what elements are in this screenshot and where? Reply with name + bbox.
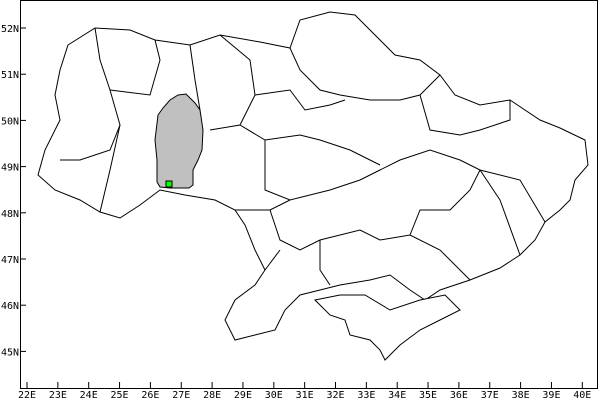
y-tick-label: 47N xyxy=(1,255,19,266)
x-tick-label: 34E xyxy=(388,390,406,400)
x-tick-label: 38E xyxy=(512,390,530,400)
x-tick-label: 28E xyxy=(203,390,221,400)
y-tick-label: 45N xyxy=(1,347,19,358)
y-tick-label: 51N xyxy=(1,70,19,81)
x-tick-label: 37E xyxy=(481,390,499,400)
y-tick-label: 52N xyxy=(1,24,19,35)
y-tick-label: 50N xyxy=(1,116,19,127)
x-tick-label: 23E xyxy=(49,390,67,400)
y-tick-label: 49N xyxy=(1,163,19,174)
x-tick-label: 25E xyxy=(111,390,129,400)
x-tick-label: 36E xyxy=(450,390,468,400)
x-axis: 22E 23E 24E 25E 26E 27E 28E 29E 30E 31E 32E 33E 34E 3… xyxy=(18,382,591,400)
x-tick-label: 27E xyxy=(172,390,190,400)
y-tick-label: 46N xyxy=(1,301,19,312)
y-tick-label: 48N xyxy=(1,209,19,220)
x-tick-label: 39E xyxy=(542,390,560,400)
x-tick-label: 40E xyxy=(573,390,591,400)
ukraine-regions xyxy=(37,11,589,361)
x-tick-label: 31E xyxy=(296,390,314,400)
location-marker[interactable] xyxy=(165,180,173,188)
x-tick-label: 35E xyxy=(419,390,437,400)
x-tick-label: 33E xyxy=(357,390,375,400)
khmelnytskyi-oblast-highlight[interactable] xyxy=(154,93,204,189)
x-tick-label: 32E xyxy=(326,390,344,400)
y-axis: 52N 51N 50N 49N 48N 47N 46N 45N xyxy=(1,24,26,358)
map-frame xyxy=(20,0,598,389)
crimea-outline xyxy=(313,294,461,361)
x-tick-label: 22E xyxy=(18,390,36,400)
x-tick-label: 24E xyxy=(80,390,98,400)
x-tick-label: 30E xyxy=(265,390,283,400)
oblast-boundaries xyxy=(60,27,546,286)
x-tick-label: 26E xyxy=(141,390,159,400)
x-tick-label: 29E xyxy=(234,390,252,400)
